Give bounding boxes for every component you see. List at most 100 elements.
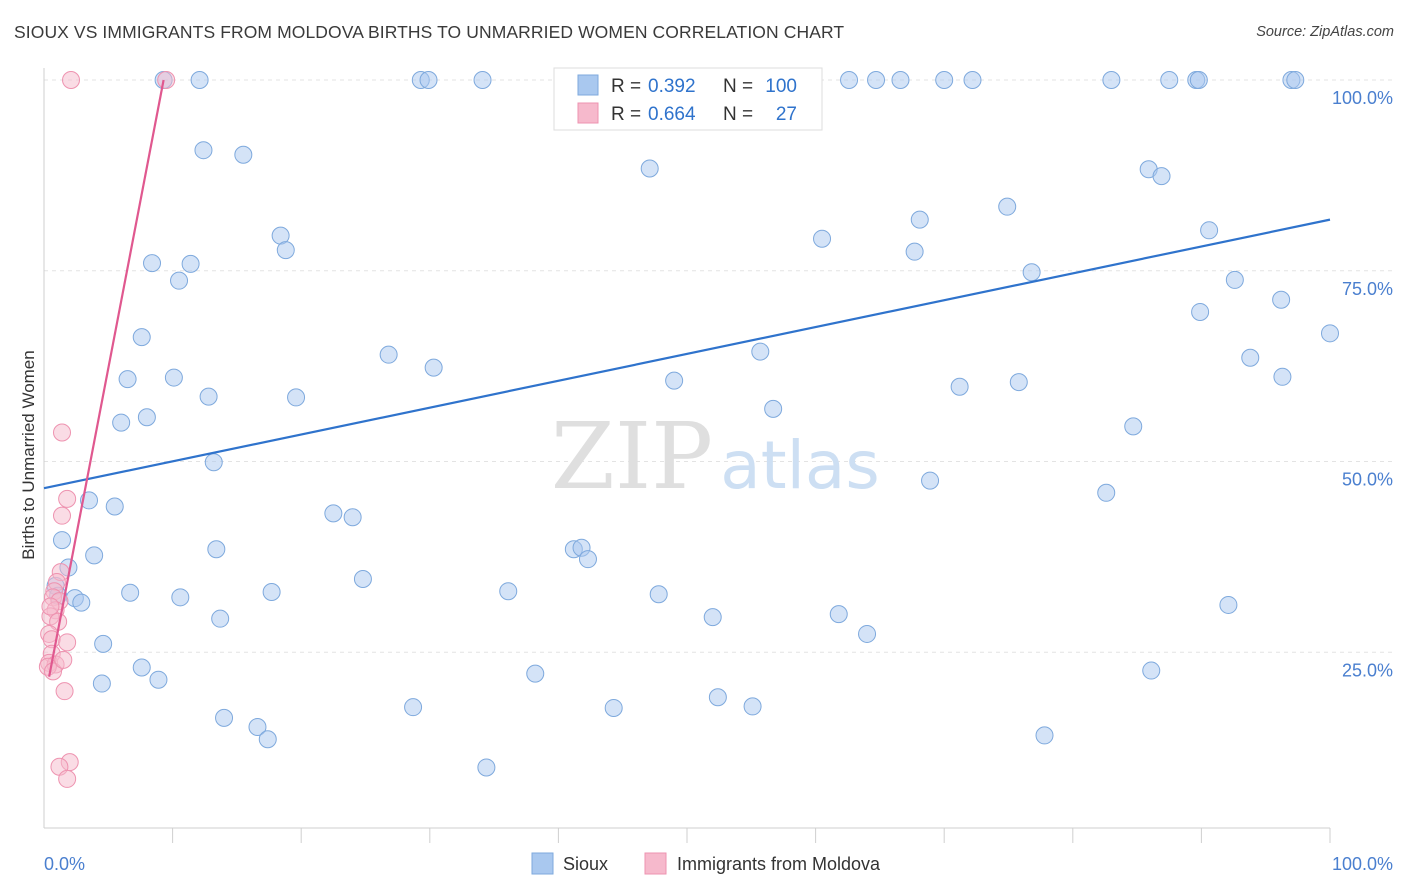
sioux-point: [1219, 595, 1238, 614]
sioux-point: [353, 570, 372, 589]
series-legend: Sioux Immigrants from Moldova: [531, 852, 881, 875]
sioux-point: [1097, 483, 1116, 502]
sioux-point: [829, 605, 848, 624]
sioux-point: [94, 634, 113, 653]
sioux-point: [858, 624, 877, 643]
sioux-point: [92, 674, 111, 693]
sioux-point: [105, 497, 124, 516]
sioux-point: [813, 229, 832, 248]
moldova-point: [55, 682, 74, 701]
sioux-point: [137, 408, 156, 427]
sioux-point: [921, 471, 940, 490]
sioux-point: [1152, 167, 1171, 186]
sioux-point: [248, 718, 267, 737]
sioux-point: [132, 658, 151, 677]
sioux-point: [905, 242, 924, 261]
sioux-point: [1273, 367, 1292, 386]
sioux-point: [963, 71, 982, 89]
sioux-point: [112, 413, 131, 432]
source-credit: Source: ZipAtlas.com: [1256, 24, 1394, 40]
stats-legend: R = 0.392 N = 100 R = 0.664 N = 27: [553, 67, 823, 131]
y-tick-label: 50.0%: [1342, 470, 1393, 490]
sioux-point: [665, 371, 684, 390]
sioux-point: [867, 71, 886, 89]
sioux-point: [404, 698, 423, 717]
chart-title: SIOUX VS IMMIGRANTS FROM MOLDOVA BIRTHS …: [14, 22, 845, 42]
sioux-point: [764, 399, 783, 418]
stats-n-label-moldova: N =: [723, 104, 753, 125]
sioux-point: [708, 688, 727, 707]
sioux-point: [910, 210, 929, 229]
sioux-point: [194, 141, 213, 160]
sioux-point: [121, 583, 140, 602]
sioux-point: [199, 387, 218, 406]
sioux-point: [419, 71, 438, 89]
stats-r-value-moldova: 0.664: [648, 104, 696, 125]
sioux-point: [477, 758, 496, 777]
y-axis-tick-labels: 25.0% 50.0% 75.0% 100.0%: [1332, 88, 1393, 680]
gridlines: [44, 79, 1392, 653]
sioux-point: [72, 593, 91, 612]
sioux-point: [1321, 324, 1339, 343]
sioux-point: [85, 546, 104, 565]
sioux-point: [1225, 270, 1244, 289]
stats-swatch-moldova: [577, 102, 599, 124]
sioux-point: [190, 71, 209, 89]
sioux-point: [950, 377, 969, 396]
sioux-point: [1022, 263, 1041, 282]
sioux-point: [181, 254, 200, 273]
sioux-point: [1286, 71, 1305, 89]
sioux-point: [211, 609, 230, 628]
sioux-point: [703, 608, 722, 627]
moldova-point: [58, 633, 77, 652]
sioux-point: [118, 370, 137, 389]
sioux-point: [258, 730, 277, 749]
moldova-trendline: [48, 79, 165, 677]
sioux-point: [204, 453, 223, 472]
moldova-point: [53, 423, 72, 442]
sioux-point: [343, 508, 362, 527]
sioux-point: [649, 585, 668, 604]
moldova-point: [58, 769, 77, 788]
sioux-point: [170, 271, 189, 290]
x-tick-label-min: 0.0%: [44, 854, 85, 874]
y-tick-label: 75.0%: [1342, 279, 1393, 299]
stats-r-value-sioux: 0.392: [648, 76, 696, 97]
watermark-zip: ZIP: [551, 403, 713, 510]
sioux-point: [164, 368, 183, 387]
sioux-point: [526, 664, 545, 683]
stats-legend-frame: [553, 67, 823, 131]
sioux-point: [171, 588, 190, 607]
sioux-point: [53, 531, 72, 550]
stats-swatch-sioux: [577, 74, 599, 96]
sioux-point: [1035, 726, 1054, 745]
sioux-point: [287, 388, 306, 407]
sioux-point: [1189, 71, 1208, 89]
legend-swatch-sioux: [531, 852, 554, 875]
watermark-atlas: atlas: [720, 427, 880, 504]
y-axis-label: Births to Unmarried Women: [19, 350, 38, 559]
sioux-point: [215, 708, 234, 727]
legend-label-sioux: Sioux: [563, 854, 608, 874]
watermark: ZIP atlas: [551, 403, 880, 510]
moldova-point: [157, 71, 176, 89]
sioux-point: [276, 241, 295, 260]
sioux-point: [207, 540, 226, 559]
sioux-point: [604, 698, 623, 717]
stats-n-value-sioux: 100: [765, 76, 797, 97]
moldova-point: [62, 71, 81, 89]
x-axis-ticks: [172, 828, 1331, 843]
x-tick-label-max: 100.0%: [1332, 854, 1393, 874]
stats-n-label-sioux: N =: [723, 76, 753, 97]
sioux-point: [998, 197, 1017, 216]
sioux-point: [578, 550, 597, 569]
sioux-point: [640, 159, 659, 178]
sioux-point: [743, 697, 762, 716]
sioux-point: [1160, 71, 1179, 89]
moldova-point: [41, 597, 60, 616]
moldova-point: [58, 489, 77, 508]
sioux-point: [935, 71, 954, 89]
sioux-point: [1124, 417, 1143, 436]
stats-r-label-sioux: R =: [611, 76, 641, 97]
sioux-point: [1009, 373, 1028, 392]
